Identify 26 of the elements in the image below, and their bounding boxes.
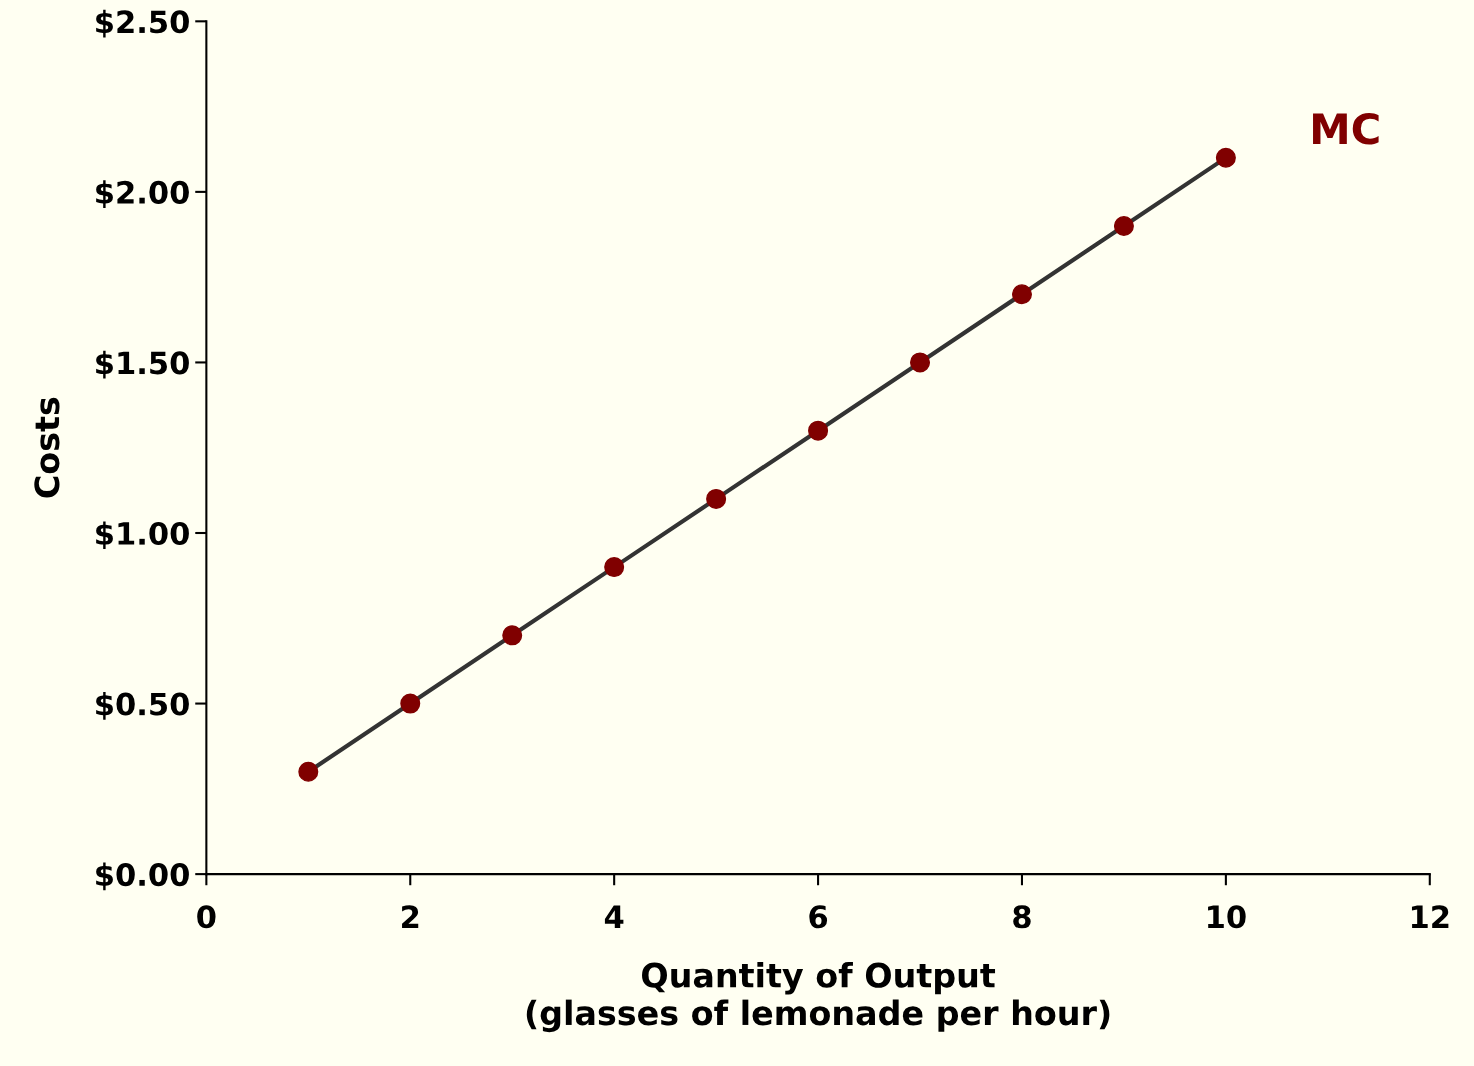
point	[910, 352, 931, 373]
y-tick-label: $2.00	[96, 180, 189, 208]
point	[604, 557, 625, 578]
y-tick-label: $0.50	[96, 691, 189, 720]
point	[706, 488, 727, 509]
point	[400, 693, 421, 714]
x-tick-label: 8	[1013, 905, 1031, 929]
y-tick-label: $1.50	[96, 350, 189, 379]
point	[502, 625, 523, 646]
y-tick-label: $2.50	[96, 9, 189, 38]
series-label: MC	[1313, 112, 1379, 145]
x-tick-label: 10	[1208, 905, 1246, 929]
y-tick-label: $0.00	[96, 862, 189, 891]
point	[1215, 147, 1236, 168]
point	[1011, 284, 1032, 305]
x-tick-label: 2	[402, 905, 419, 928]
x-tick-label: 0	[197, 905, 216, 929]
y-tick-label: $1.00	[96, 521, 189, 550]
point	[808, 420, 829, 441]
x-axis-title: Quantity of Output (glasses of lemonade per hour)	[526, 962, 1110, 1033]
y-axis-title: Costs	[34, 397, 60, 498]
x-tick-label: 6	[809, 905, 828, 929]
point	[1113, 215, 1134, 237]
x-tick-label: 4	[604, 905, 624, 928]
point	[298, 761, 319, 782]
x-tick-label: 12	[1411, 905, 1449, 928]
